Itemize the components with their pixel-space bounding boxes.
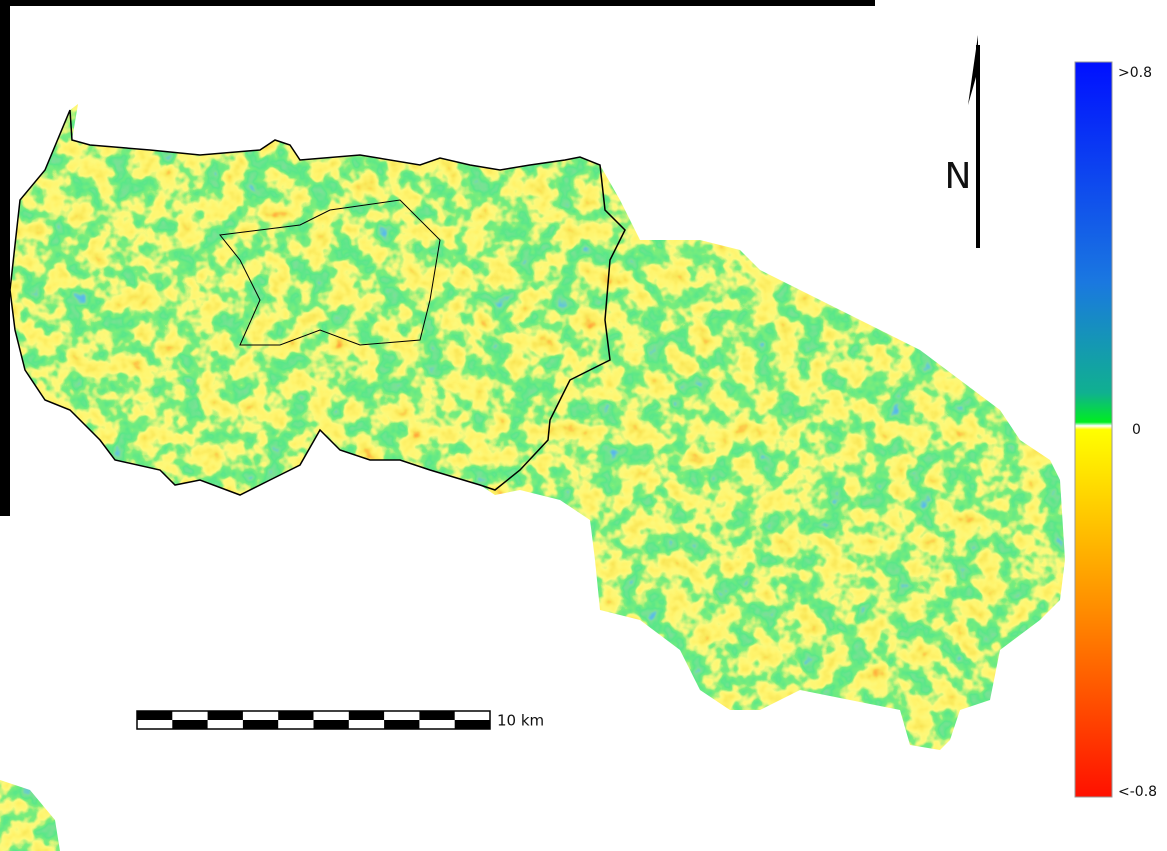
legend-label: 0 [1132,422,1141,438]
scale-segment [243,720,278,729]
map-view: N 10 km >0.8 0 <-0.8 [0,0,1167,851]
legend-label: <-0.8 [1118,784,1157,800]
scale-segment [137,711,172,720]
scale-bar: 10 km [137,711,544,730]
legend-label: >0.8 [1118,65,1152,81]
north-label: N [945,156,972,197]
scale-segment [208,711,243,720]
scale-segment [419,711,454,720]
scale-segment [384,720,419,729]
page: N 10 km >0.8 0 <-0.8 (() => { const data… [0,0,1167,851]
scale-segment [314,720,349,729]
scale-label: 10 km [497,712,544,730]
scale-segment [349,711,384,720]
scale-segment [278,711,313,720]
scale-segment [172,720,207,729]
scale-segment [455,720,490,729]
